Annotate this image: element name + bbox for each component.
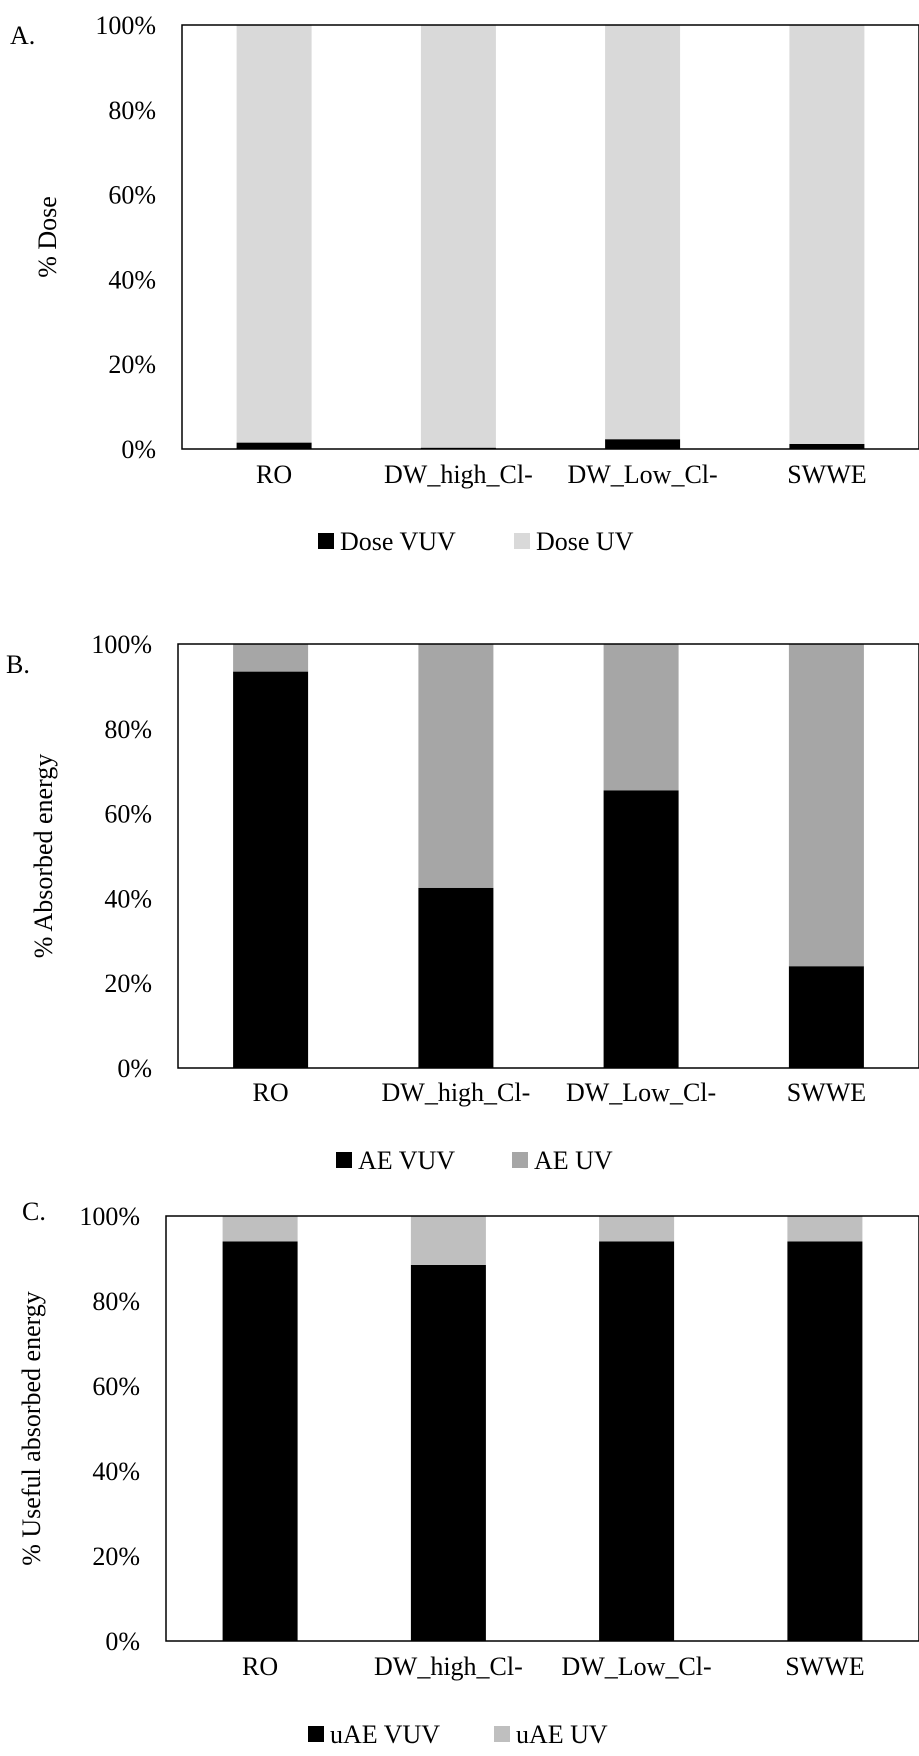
plot-frame <box>177 643 919 1069</box>
panel-label: A. <box>10 21 35 50</box>
bar-3-swwe-series-2 <box>787 1216 863 1242</box>
y-axis-label: % Dose <box>33 196 62 278</box>
legend-label: Dose UV <box>536 527 634 556</box>
legend: Dose VUV Dose UV <box>318 527 634 556</box>
chart-panel-2: RO DW_high_Cl- DW_Low_Cl- SWWE 0% 20% 40% 60% 80… <box>6 630 919 1175</box>
bar-2-ro-series-2 <box>233 644 309 672</box>
y-tick-label: 20% <box>108 350 156 379</box>
bar-3-dw-high-cl--series-2 <box>410 1216 486 1265</box>
legend-label: AE UV <box>534 1146 613 1175</box>
bar-3-ro-series-1 <box>222 1241 298 1641</box>
bar-2-dw-low-cl--series-1 <box>603 790 679 1068</box>
bar-2-dw-high-cl--series-1 <box>418 887 494 1068</box>
y-tick-label: 80% <box>92 1287 140 1316</box>
bar-2-dw-high-cl--series-2 <box>418 644 494 888</box>
x-tick-label: DW_Low_Cl- <box>567 460 717 489</box>
plot-frame <box>165 1215 919 1642</box>
y-tick-label: 0% <box>121 435 156 464</box>
bar-1-ro-series-2 <box>236 25 312 443</box>
y-tick-label: 20% <box>104 969 152 998</box>
chart-panel-1: RO DW_high_Cl- DW_Low_Cl- SWWE 0% 20% 40% 60% 80… <box>10 11 919 556</box>
x-tick-label: SWWE <box>787 460 866 489</box>
legend-swatch <box>308 1726 324 1742</box>
x-tick-label: RO <box>253 1078 289 1107</box>
bar-2-dw-low-cl--series-2 <box>603 644 679 791</box>
bar-3-ro-series-2 <box>222 1216 298 1242</box>
legend-label: AE VUV <box>358 1146 455 1175</box>
x-tick-label: DW_high_Cl- <box>384 460 533 489</box>
legend-label: Dose VUV <box>340 527 456 556</box>
legend-label: uAE UV <box>516 1720 608 1749</box>
y-tick-label: 100% <box>91 630 152 659</box>
legend-swatch <box>512 1152 528 1168</box>
bar-1-dw-high-cl--series-2 <box>420 25 496 448</box>
y-tick-label: 100% <box>95 11 156 40</box>
legend-swatch <box>514 533 530 549</box>
bar-3-dw-high-cl--series-1 <box>410 1264 486 1641</box>
bar-1-dw-low-cl--series-2 <box>605 25 681 440</box>
legend: AE VUV AE UV <box>336 1146 613 1175</box>
x-tick-label: DW_high_Cl- <box>374 1652 523 1681</box>
legend: uAE VUV uAE UV <box>308 1720 608 1749</box>
panel-label: B. <box>6 650 30 679</box>
x-tick-label: SWWE <box>785 1652 864 1681</box>
bar-1-dw-low-cl--series-1 <box>605 439 681 449</box>
x-tick-label: DW_Low_Cl- <box>561 1652 711 1681</box>
x-tick-label: DW_Low_Cl- <box>566 1078 716 1107</box>
y-tick-label: 100% <box>79 1202 140 1231</box>
panel-label: C. <box>22 1197 46 1226</box>
bar-1-swwe-series-2 <box>789 25 865 444</box>
y-tick-label: 20% <box>92 1542 140 1571</box>
bar-3-dw-low-cl--series-2 <box>599 1216 675 1242</box>
x-tick-label: RO <box>256 460 292 489</box>
bar-3-swwe-series-1 <box>787 1241 863 1641</box>
y-tick-label: 80% <box>104 715 152 744</box>
y-tick-label: 60% <box>104 800 152 829</box>
legend-swatch <box>494 1726 510 1742</box>
y-tick-label: 0% <box>105 1627 140 1656</box>
y-axis-label: % Useful absorbed energy <box>17 1291 46 1566</box>
bar-1-swwe-series-1 <box>789 443 865 449</box>
legend-label: uAE VUV <box>330 1720 440 1749</box>
bar-3-dw-low-cl--series-1 <box>599 1241 675 1641</box>
x-tick-label: DW_high_Cl- <box>382 1078 531 1107</box>
y-tick-label: 40% <box>108 265 156 294</box>
bar-2-ro-series-1 <box>233 671 309 1068</box>
y-tick-label: 60% <box>92 1372 140 1401</box>
bar-2-swwe-series-1 <box>788 966 864 1068</box>
bar-1-ro-series-1 <box>236 442 312 449</box>
y-tick-label: 40% <box>92 1457 140 1486</box>
y-tick-label: 80% <box>108 96 156 125</box>
y-tick-label: 40% <box>104 884 152 913</box>
legend-swatch <box>318 533 334 549</box>
y-axis-label: % Absorbed energy <box>29 754 58 959</box>
chart-panel-3: RO DW_high_Cl- DW_Low_Cl- SWWE 0% 20% 40% 60% 80… <box>17 1197 919 1749</box>
x-tick-label: RO <box>242 1652 278 1681</box>
legend-swatch <box>336 1152 352 1168</box>
plot-frame <box>181 24 919 450</box>
y-tick-label: 0% <box>117 1054 152 1083</box>
bar-2-swwe-series-2 <box>788 644 864 967</box>
x-tick-label: SWWE <box>787 1078 866 1107</box>
y-tick-label: 60% <box>108 181 156 210</box>
